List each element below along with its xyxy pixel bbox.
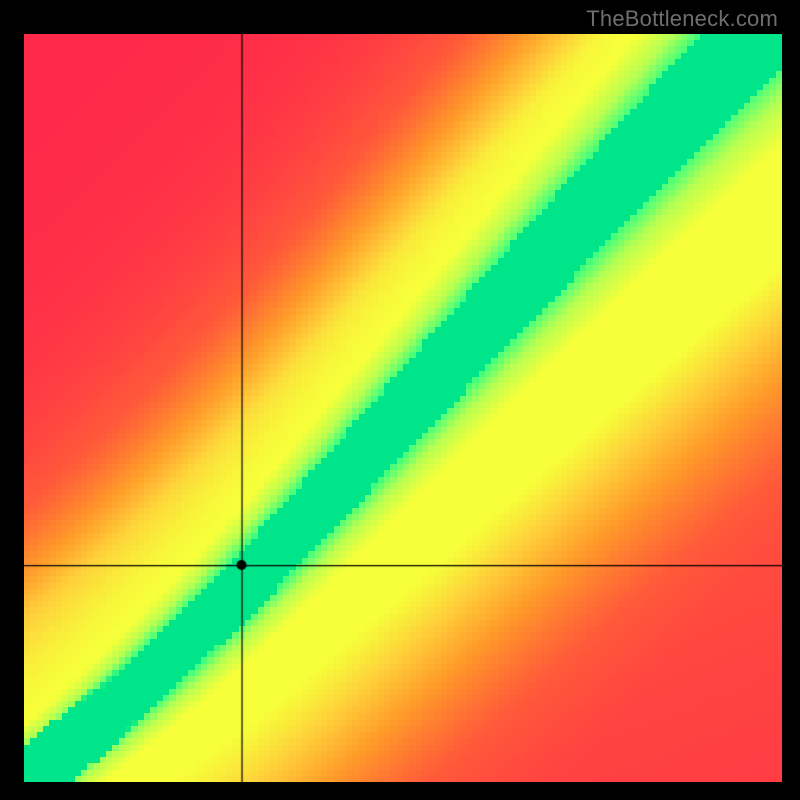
chart-container: TheBottleneck.com [0,0,800,800]
bottleneck-heatmap [24,34,782,782]
watermark-text: TheBottleneck.com [586,6,778,32]
